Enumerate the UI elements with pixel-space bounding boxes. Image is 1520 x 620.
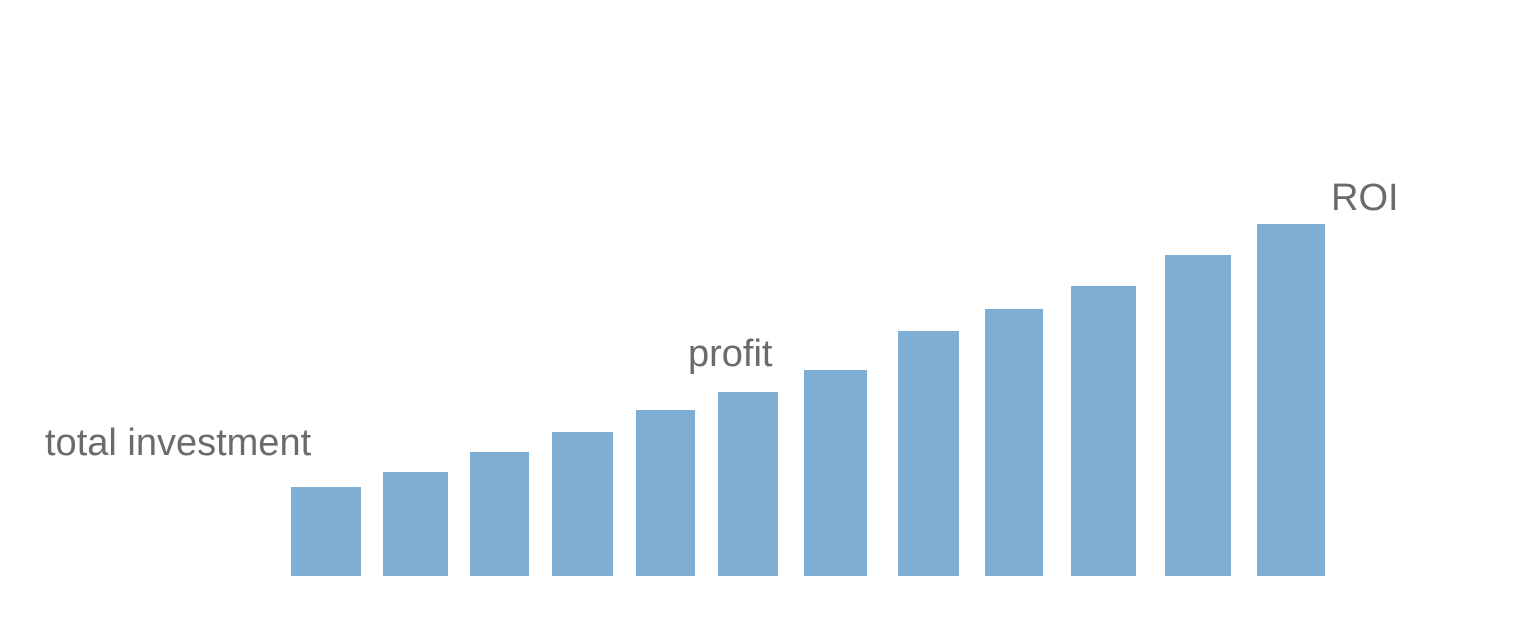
annotation-roi: ROI bbox=[1331, 177, 1399, 219]
bar-1 bbox=[291, 487, 361, 576]
bar-5 bbox=[636, 410, 695, 576]
bar-2 bbox=[383, 472, 448, 576]
annotation-profit: profit bbox=[688, 333, 773, 375]
bar-9 bbox=[985, 309, 1043, 576]
bar-4 bbox=[552, 432, 613, 576]
bar-series bbox=[291, 224, 1325, 576]
bar-11 bbox=[1165, 255, 1231, 576]
bar-7 bbox=[804, 370, 867, 576]
bar-3 bbox=[470, 452, 529, 576]
annotation-total-investment: total investment bbox=[45, 422, 312, 464]
bar-12 bbox=[1257, 224, 1325, 576]
bar-8 bbox=[898, 331, 959, 576]
bar-6 bbox=[718, 392, 778, 576]
bar-10 bbox=[1071, 286, 1136, 576]
